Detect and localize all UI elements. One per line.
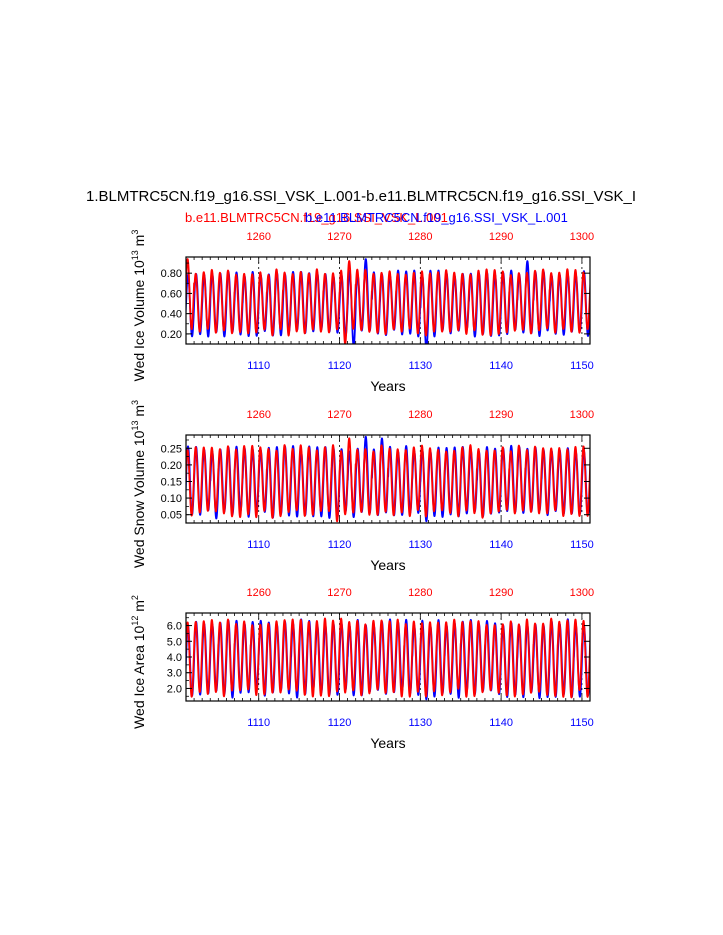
- x-tick-label: 1130: [408, 539, 432, 551]
- top-x-tick-label: 1290: [489, 409, 513, 421]
- top-x-tick-label: 1280: [408, 231, 432, 243]
- panel-ice-volume: 0.20 0.40 0.60 0.80 1110 1120 1130 1140 1150 1260…: [130, 230, 594, 394]
- top-x-tick-label: 1260: [246, 587, 270, 599]
- series-line-red: [186, 437, 590, 523]
- y-tick-label: 0.20: [161, 329, 182, 341]
- top-x-tick-label: 1300: [570, 409, 594, 421]
- y-tick-label: 0.15: [161, 476, 182, 488]
- x-tick-label: 1120: [328, 539, 352, 551]
- top-x-tick-label: 1260: [246, 409, 270, 421]
- top-x-tick-label: 1270: [327, 231, 351, 243]
- top-x-tick-label: 1280: [408, 409, 432, 421]
- x-axis-label: Years: [370, 557, 405, 573]
- x-tick-label: 1130: [408, 717, 432, 729]
- x-tick-label: 1110: [247, 360, 270, 372]
- x-tick-label: 1140: [489, 539, 513, 551]
- y-tick-label: 6.0: [167, 621, 182, 633]
- y-tick-label: 0.40: [161, 309, 182, 321]
- y-tick-label: 0.10: [161, 493, 182, 505]
- y-tick-label: 0.80: [161, 268, 182, 280]
- x-tick-label: 1150: [570, 539, 594, 551]
- series-line-red: [186, 617, 590, 699]
- y-tick-label: 3.0: [167, 668, 182, 680]
- figure-title: 1.BLMTRC5CN.f19_g16.SSI_VSK_L.001-b.e11.…: [86, 188, 636, 205]
- y-tick-label: 4.0: [167, 652, 182, 664]
- top-x-tick-label: 1280: [408, 587, 432, 599]
- x-tick-label: 1110: [247, 539, 270, 551]
- top-x-tick-label: 1270: [327, 409, 351, 421]
- y-tick-label: 0.05: [161, 510, 182, 522]
- y-tick-label: 0.25: [161, 443, 182, 455]
- y-axis-label: Wed Ice Area 1012 m2: [130, 595, 147, 729]
- series-line-red: [186, 258, 590, 344]
- x-tick-label: 1140: [489, 360, 513, 372]
- x-tick-label: 1150: [570, 717, 594, 729]
- x-axis-label: Years: [370, 735, 405, 751]
- top-x-tick-label: 1290: [489, 587, 513, 599]
- y-tick-label: 2.0: [167, 683, 182, 695]
- top-x-tick-label: 1260: [246, 231, 270, 243]
- x-tick-label: 1150: [570, 360, 594, 372]
- top-x-tick-label: 1270: [327, 587, 351, 599]
- top-x-tick-label: 1300: [570, 587, 594, 599]
- y-axis-label: Wed Ice Volume 1013 m3: [130, 230, 147, 382]
- x-axis-label: Years: [370, 378, 405, 394]
- panel-snow-volume: 0.05 0.10 0.15 0.20 0.25 1110 1120 1130 1140 1150…: [130, 400, 594, 573]
- legend-blue-label: b.e11.BLMTRC5CN.f19_g16.SSI_VSK_L.001: [305, 210, 568, 225]
- x-tick-label: 1120: [328, 360, 352, 372]
- y-tick-label: 5.0: [167, 636, 182, 648]
- y-tick-label: 0.20: [161, 460, 182, 472]
- x-tick-label: 1110: [247, 717, 270, 729]
- x-tick-label: 1140: [489, 717, 513, 729]
- panel-ice-area: 2.0 3.0 4.0 5.0 6.0 1110 1120 1130 1140 1150 1260 1…: [130, 587, 594, 751]
- top-x-tick-label: 1300: [570, 231, 594, 243]
- legend-red-label: b.e11.BLMTRC5CN.f19_g16.SSI_VSK_L.001: [185, 210, 448, 225]
- x-tick-label: 1120: [328, 717, 352, 729]
- y-tick-label: 0.60: [161, 288, 182, 300]
- y-axis-label: Wed Snow Volume 1013 m3: [130, 400, 147, 568]
- x-tick-label: 1130: [408, 360, 432, 372]
- top-x-tick-label: 1290: [489, 231, 513, 243]
